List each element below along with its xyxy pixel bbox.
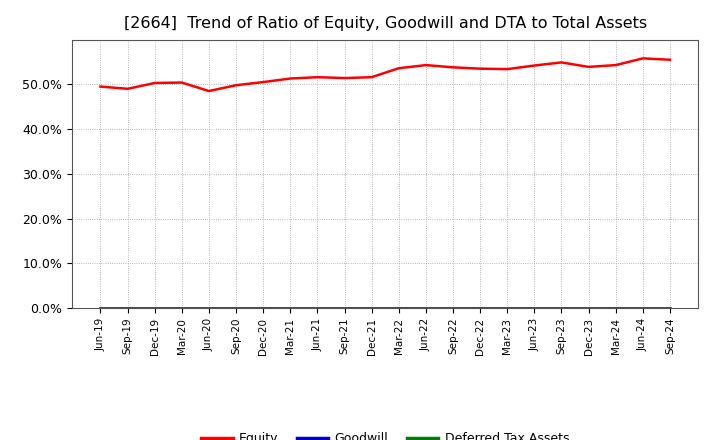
Goodwill — [503, 305, 511, 311]
Deferred Tax Assets — [341, 305, 349, 311]
Deferred Tax Assets — [557, 305, 566, 311]
Goodwill — [421, 305, 430, 311]
Equity — [150, 81, 159, 86]
Goodwill — [367, 305, 376, 311]
Deferred Tax Assets — [503, 305, 511, 311]
Legend: Equity, Goodwill, Deferred Tax Assets: Equity, Goodwill, Deferred Tax Assets — [197, 427, 574, 440]
Equity — [313, 74, 322, 80]
Equity — [584, 64, 593, 70]
Equity — [421, 62, 430, 68]
Deferred Tax Assets — [259, 305, 268, 311]
Deferred Tax Assets — [96, 305, 105, 311]
Equity — [449, 65, 457, 70]
Goodwill — [204, 305, 213, 311]
Equity — [476, 66, 485, 71]
Equity — [395, 66, 403, 71]
Equity — [530, 63, 539, 68]
Equity — [665, 57, 674, 62]
Equity — [611, 62, 620, 68]
Goodwill — [557, 305, 566, 311]
Deferred Tax Assets — [232, 305, 240, 311]
Line: Equity: Equity — [101, 59, 670, 91]
Goodwill — [232, 305, 240, 311]
Equity — [96, 84, 105, 89]
Deferred Tax Assets — [286, 305, 294, 311]
Equity — [639, 56, 647, 61]
Deferred Tax Assets — [421, 305, 430, 311]
Deferred Tax Assets — [204, 305, 213, 311]
Goodwill — [665, 305, 674, 311]
Goodwill — [286, 305, 294, 311]
Title: [2664]  Trend of Ratio of Equity, Goodwill and DTA to Total Assets: [2664] Trend of Ratio of Equity, Goodwil… — [124, 16, 647, 32]
Goodwill — [611, 305, 620, 311]
Equity — [123, 86, 132, 92]
Equity — [178, 80, 186, 85]
Goodwill — [530, 305, 539, 311]
Deferred Tax Assets — [665, 305, 674, 311]
Deferred Tax Assets — [611, 305, 620, 311]
Goodwill — [476, 305, 485, 311]
Deferred Tax Assets — [639, 305, 647, 311]
Deferred Tax Assets — [530, 305, 539, 311]
Goodwill — [259, 305, 268, 311]
Goodwill — [123, 305, 132, 311]
Equity — [341, 75, 349, 81]
Equity — [367, 74, 376, 80]
Goodwill — [449, 305, 457, 311]
Deferred Tax Assets — [150, 305, 159, 311]
Goodwill — [150, 305, 159, 311]
Goodwill — [178, 305, 186, 311]
Deferred Tax Assets — [449, 305, 457, 311]
Equity — [286, 76, 294, 81]
Equity — [503, 66, 511, 72]
Goodwill — [341, 305, 349, 311]
Deferred Tax Assets — [313, 305, 322, 311]
Equity — [259, 80, 268, 85]
Deferred Tax Assets — [395, 305, 403, 311]
Deferred Tax Assets — [178, 305, 186, 311]
Deferred Tax Assets — [367, 305, 376, 311]
Goodwill — [395, 305, 403, 311]
Goodwill — [313, 305, 322, 311]
Equity — [204, 88, 213, 94]
Deferred Tax Assets — [476, 305, 485, 311]
Deferred Tax Assets — [584, 305, 593, 311]
Equity — [557, 60, 566, 65]
Equity — [232, 83, 240, 88]
Goodwill — [639, 305, 647, 311]
Goodwill — [584, 305, 593, 311]
Deferred Tax Assets — [123, 305, 132, 311]
Goodwill — [96, 305, 105, 311]
